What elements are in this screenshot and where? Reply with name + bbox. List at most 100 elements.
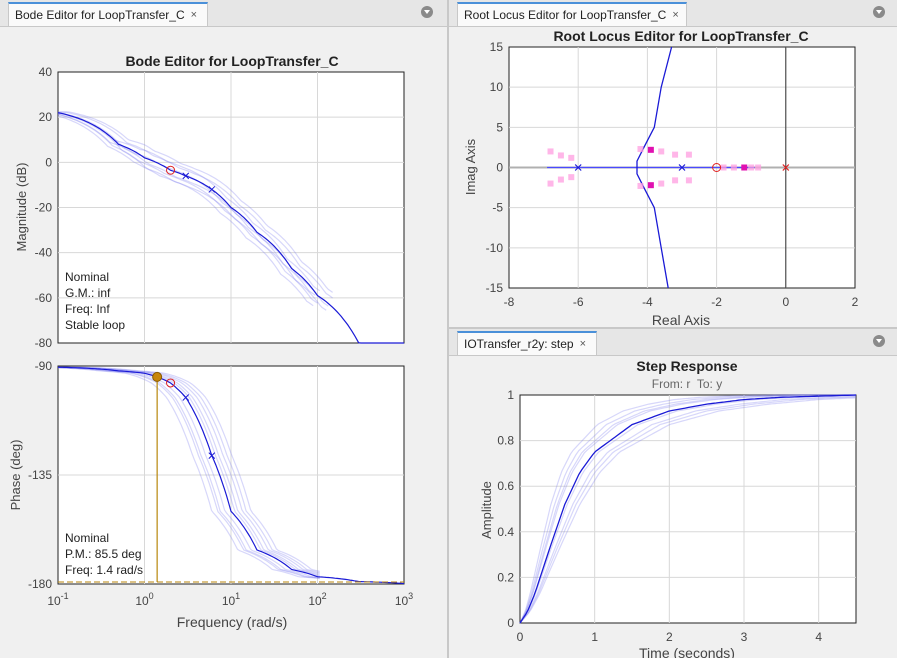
mag-uncertainty-line [58,113,327,311]
st-y-tick-label: 0.4 [497,525,514,539]
root-locus-xlabel: Real Axis [652,312,710,327]
mag-y-tick-label: -60 [35,291,53,305]
mag-y-tick-label: -20 [35,201,53,215]
rl-uncertain-pole [730,164,737,171]
rl-x-tick-label: -2 [711,295,722,309]
rl-x-tick-label: -6 [573,295,584,309]
ph-uncertainty-line [57,366,320,579]
bode-editor-pane: Bode Editor for LoopTransfer_C × Bode Ed… [0,0,447,658]
pane-divider-horizontal[interactable] [449,327,897,329]
rl-y-tick-label: -5 [492,201,503,215]
st-nominal-line [519,394,857,624]
tab-root-locus-editor[interactable]: Root Locus Editor for LoopTransfer_C × [457,2,687,26]
rl-uncertain-pole [658,180,665,187]
rl-y-tick-label: 15 [490,40,504,54]
rl-x-tick-label: -4 [642,295,653,309]
bode-plot[interactable]: Bode Editor for LoopTransfer_C 40 20 0 -20 -… [0,26,447,658]
st-uncertainty-line [519,396,856,624]
rl-closed-loop-pole [741,164,748,171]
step-title: Step Response [636,358,737,374]
st-x-tick-label: 1 [591,630,598,644]
rl-complex-branch [636,46,673,289]
st-x-tick-label: 3 [741,630,748,644]
rl-y-tick-label: 5 [496,120,503,134]
ph-uncertainty-line [57,367,320,579]
step-ylabel: Amplitude [479,481,494,539]
mag-y-tick-label: -80 [35,336,53,350]
rl-y-tick-label: 10 [490,80,504,94]
close-icon[interactable]: × [190,9,198,21]
tab-label: IOTransfer_r2y: step [464,337,574,351]
mag-zero-marker [166,165,176,175]
rl-uncertain-pole [658,148,665,155]
st-x-tick-label: 0 [517,630,524,644]
st-uncertainty-line [519,395,857,624]
mag-y-tick-label: 0 [45,155,52,169]
st-uncertainty-line [519,394,856,624]
magnitude-info: Nominal G.M.: inf Freq: Inf Stable loop [65,270,125,332]
rl-open-loop-pole [574,164,582,171]
root-locus-plot[interactable]: Root Locus Editor for LoopTransfer_C -8-… [449,26,897,327]
tab-iotransfer-step[interactable]: IOTransfer_r2y: step × [457,331,597,355]
rl-uncertain-pole [568,174,575,181]
ph-pole-marker [182,394,190,401]
bode-x-tick-label: 101 [222,591,240,608]
rl-uncertain-pole [637,146,644,153]
phase-ylabel: Phase (deg) [8,440,23,511]
bode-x-tick-label: 10-1 [47,591,68,608]
rl-uncertain-pole [557,152,564,159]
root-locus-tabbar: Root Locus Editor for LoopTransfer_C × [449,0,897,27]
chevron-down-icon[interactable] [873,335,885,347]
ph-zero-marker [166,378,176,388]
close-icon[interactable]: × [579,338,587,350]
ph-y-tick-label: -135 [28,468,52,482]
bode-x-tick-label: 100 [135,591,153,608]
rl-uncertain-pole [720,164,727,171]
ph-pole-marker [208,452,216,459]
bode-xlabel: Frequency (rad/s) [177,614,287,630]
st-uncertainty-line [519,394,856,624]
rl-y-tick-label: 0 [496,161,503,175]
st-uncertainty-line [519,397,857,624]
st-y-tick-label: 0.2 [497,570,514,584]
tab-label: Root Locus Editor for LoopTransfer_C [464,8,667,22]
phase-info: Nominal P.M.: 85.5 deg Freq: 1.4 rad/s [65,531,143,577]
mag-pole-marker [208,186,216,193]
ph-y-tick-label: -180 [28,577,52,591]
ph-margin-marker [152,371,163,382]
rl-uncertain-pole [685,177,692,184]
ph-y-tick-label: -90 [35,359,53,373]
mag-y-tick-label: -40 [35,246,53,260]
st-x-tick-label: 2 [666,630,673,644]
mag-nominal-line [57,112,404,344]
close-icon[interactable]: × [672,9,679,21]
rl-uncertain-pole [568,154,575,161]
bode-tabbar: Bode Editor for LoopTransfer_C × [0,0,447,27]
st-y-tick-label: 0.6 [497,479,514,493]
tab-bode-editor[interactable]: Bode Editor for LoopTransfer_C × [8,2,208,26]
rl-uncertain-pole [755,164,762,171]
chevron-down-icon[interactable] [873,6,885,18]
mag-uncertainty-line [58,111,333,299]
rl-uncertain-pole [672,177,679,184]
tab-label: Bode Editor for LoopTransfer_C [15,8,185,22]
bode-x-tick-label: 102 [308,591,326,608]
mag-info-line-2: G.M.: inf [65,286,111,300]
mag-info-line-4: Stable loop [65,318,125,332]
step-tabbar: IOTransfer_r2y: step × [449,329,897,356]
mag-y-tick-label: 40 [39,65,53,79]
magnitude-ylabel: Magnitude (dB) [14,163,29,252]
rl-uncertain-pole [748,164,755,171]
step-response-plot[interactable]: Step Response From: r To: y 0 1 2 3 4 1 0.8 0.6… [449,355,897,658]
rl-closed-loop-pole [647,146,654,153]
pane-divider-vertical[interactable] [447,0,449,658]
rl-y-tick-label: -15 [486,281,504,295]
chevron-down-icon[interactable] [421,6,433,18]
bode-title: Bode Editor for LoopTransfer_C [125,53,338,69]
rl-x-tick-label: 0 [782,295,789,309]
rl-uncertain-pole [637,182,644,189]
mag-uncertainty-line [57,113,318,304]
st-uncertainty-line [519,394,856,624]
st-y-tick-label: 0 [507,616,514,630]
ph-uncertainty-line [58,366,320,575]
